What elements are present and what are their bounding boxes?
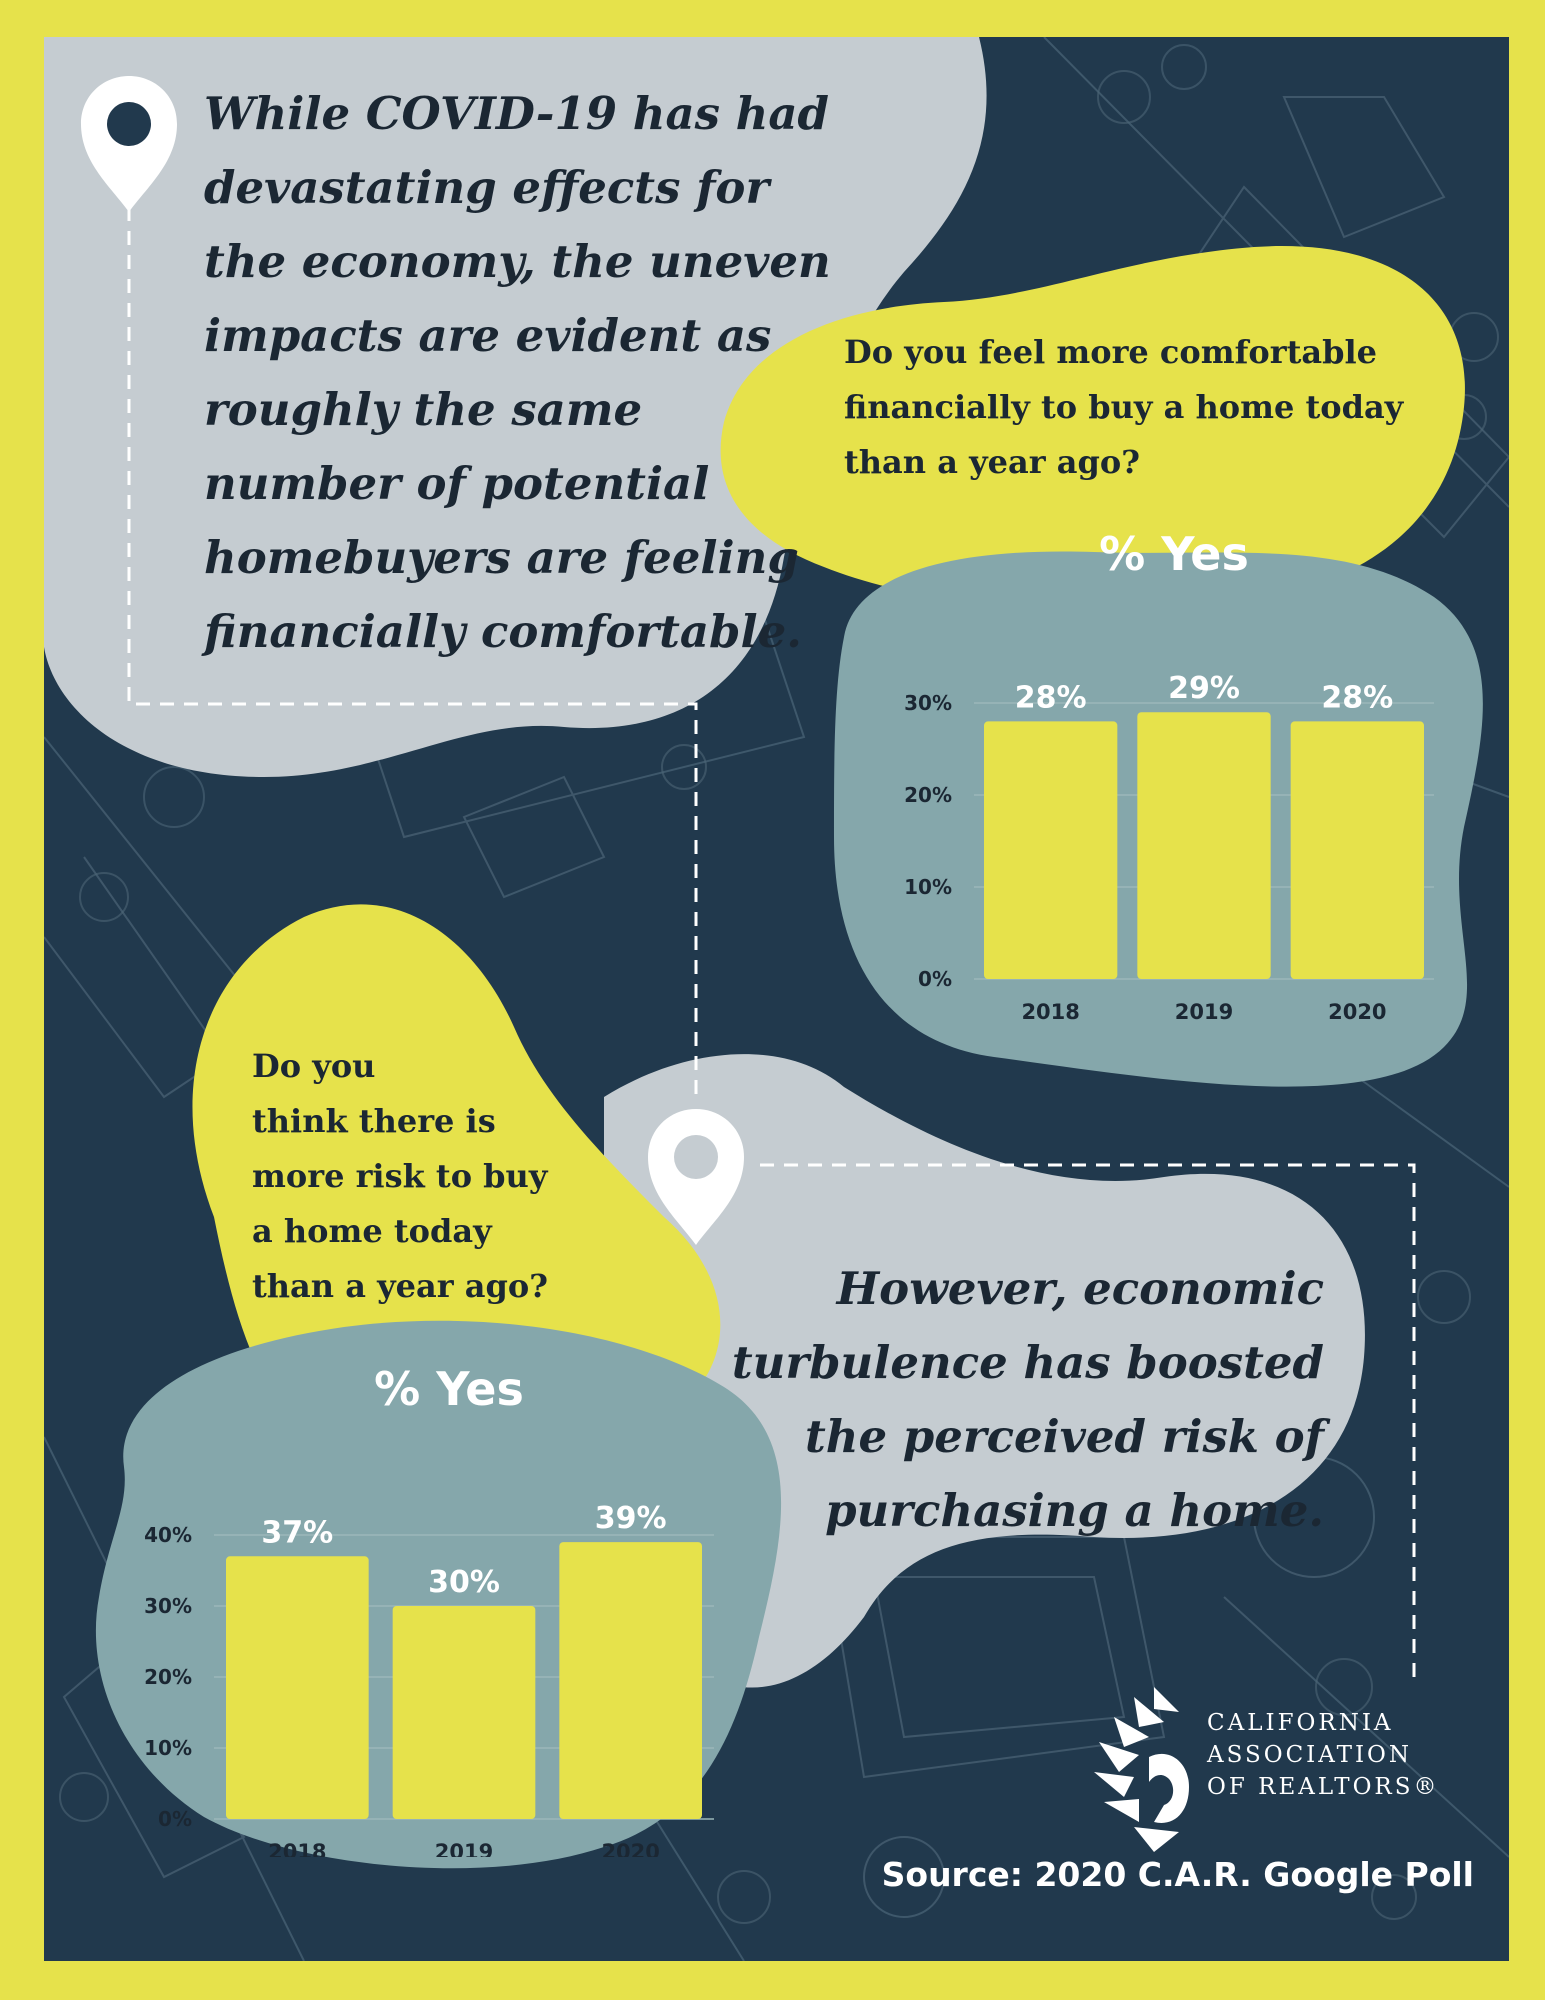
intro-line: the economy, the uneven — [204, 235, 831, 288]
bar — [392, 1606, 536, 1819]
bar — [1290, 721, 1424, 979]
bar-value-label: 29% — [1168, 671, 1240, 706]
chart1-title: % Yes — [1099, 527, 1249, 581]
question1-line: than a year ago? — [844, 443, 1140, 481]
question2-line: more risk to buy — [252, 1157, 548, 1195]
chart1-title-wrap: % Yes — [944, 527, 1404, 581]
y-tick-label: 20% — [144, 1665, 192, 1689]
y-tick-label: 30% — [904, 691, 952, 715]
source-wrap: Source: 2020 C.A.R. Google Poll — [814, 1855, 1474, 1894]
y-tick-label: 10% — [144, 1736, 192, 1760]
logo-line: OF REALTORS® — [1207, 1774, 1440, 1800]
x-tick-label: 2020 — [1328, 1000, 1386, 1024]
y-tick-label: 10% — [904, 875, 952, 899]
question2-text: Do you think there is more risk to buy a… — [252, 1039, 632, 1314]
bar-value-label: 30% — [428, 1565, 500, 1600]
dashed-connector — [127, 207, 1416, 1682]
question2-line: Do you — [252, 1047, 376, 1085]
intro-line: homebuyers are feeling — [204, 531, 799, 584]
source-text: Source: 2020 C.A.R. Google Poll — [881, 1855, 1474, 1894]
logo-line: CALIFORNIA — [1207, 1710, 1394, 1736]
intro-line: financially comfortable. — [204, 605, 802, 658]
intro-line: While COVID-19 has had — [204, 87, 829, 140]
y-tick-label: 40% — [144, 1523, 192, 1547]
y-tick-label: 20% — [904, 783, 952, 807]
bar-value-label: 39% — [595, 1501, 667, 1536]
x-tick-label: 2019 — [435, 1840, 493, 1857]
y-tick-label: 0% — [158, 1807, 192, 1831]
question2-blob — [192, 904, 721, 1460]
intro-line: number of potential — [204, 457, 710, 510]
intro-line: impacts are evident as — [204, 309, 772, 362]
logo-text: CALIFORNIA ASSOCIATION OF REALTORS® — [1207, 1707, 1440, 1803]
bar-value-label: 28% — [1321, 680, 1393, 715]
bar — [1137, 712, 1271, 979]
y-tick-label: 30% — [144, 1594, 192, 1618]
conclusion-blob — [604, 1054, 1365, 1688]
conclusion-line: turbulence has boosted — [731, 1336, 1324, 1389]
chart1-plot: 0% 10% 20% 30% 28% 2018 29% 2019 28% 2020 — [904, 671, 1434, 1024]
question2-line: think there is — [252, 1102, 496, 1140]
map-pin-icon — [81, 76, 177, 212]
question2-line: than a year ago? — [252, 1267, 548, 1305]
x-tick-label: 2018 — [1021, 1000, 1079, 1024]
question1-line: financially to buy a home today — [844, 388, 1404, 426]
map-pin-icon — [648, 1109, 744, 1245]
bar — [559, 1542, 702, 1819]
question1-blob — [720, 246, 1465, 612]
conclusion-text: However, economic turbulence has boosted… — [704, 1252, 1324, 1548]
bar-value-label: 37% — [261, 1515, 333, 1550]
x-tick-label: 2018 — [268, 1840, 326, 1857]
bar — [984, 721, 1118, 979]
intro-text: While COVID-19 has had devastating effec… — [204, 77, 844, 669]
intro-line: devastating effects for — [204, 161, 770, 214]
chart2-title-wrap: % Yes — [219, 1362, 679, 1416]
question1-text: Do you feel more comfortable financially… — [844, 325, 1444, 490]
car-logo-icon — [1094, 1687, 1189, 1852]
x-tick-label: 2020 — [601, 1840, 659, 1857]
conclusion-line: the perceived risk of — [805, 1410, 1324, 1463]
question1-line: Do you feel more comfortable — [844, 333, 1377, 371]
intro-blob — [44, 37, 987, 777]
conclusion-line: purchasing a home. — [825, 1484, 1324, 1537]
chart2-plot: 0% 10% 20% 30% 40% 37% 2018 30% 2019 39% 2020 — [144, 1501, 714, 1857]
intro-line: roughly the same — [204, 383, 643, 436]
question2-line: a home today — [252, 1212, 492, 1250]
chart2-title: % Yes — [374, 1362, 524, 1416]
logo-line: ASSOCIATION — [1207, 1742, 1413, 1768]
bar — [226, 1556, 369, 1819]
y-tick-label: 0% — [918, 967, 952, 991]
x-tick-label: 2019 — [1175, 1000, 1233, 1024]
bar-value-label: 28% — [1015, 680, 1087, 715]
infographic-frame: While COVID-19 has had devastating effec… — [44, 37, 1509, 1961]
conclusion-line: However, economic — [836, 1262, 1324, 1315]
